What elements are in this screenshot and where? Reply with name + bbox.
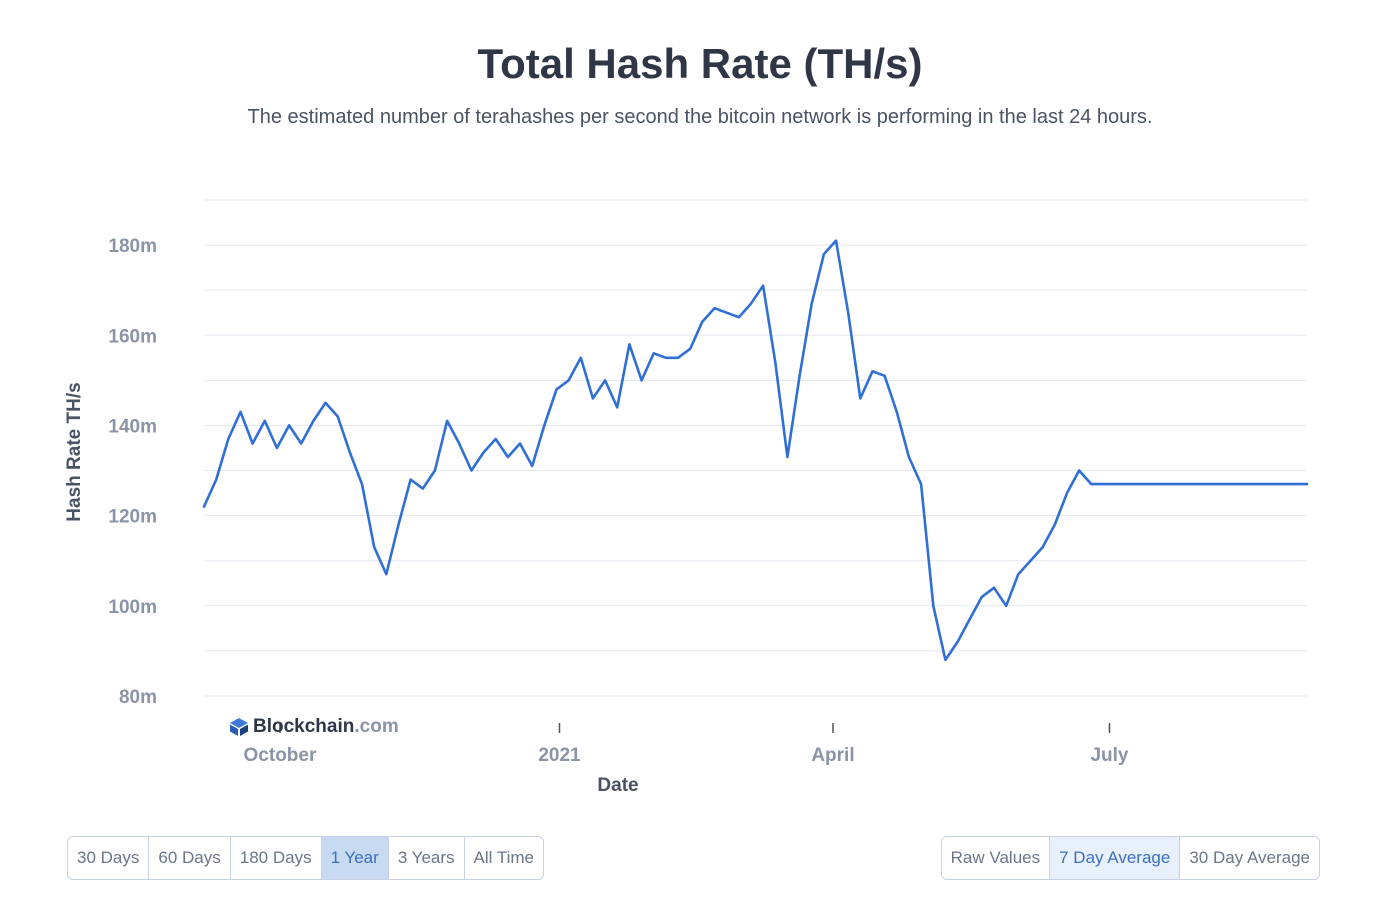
- x-tick-label: July: [1090, 745, 1128, 766]
- y-axis-ticks: 80m 100m 120m 140m 160m 180m: [108, 236, 157, 708]
- time-range-selector: 30 Days 60 Days 180 Days 1 Year 3 Years …: [67, 836, 545, 880]
- blockchain-watermark: Blockchain .com: [229, 716, 399, 738]
- range-3-years-button[interactable]: 3 Years: [389, 837, 465, 879]
- 7-day-average-button[interactable]: 7 Day Average: [1050, 837, 1181, 879]
- y-tick-label: 180m: [108, 236, 157, 257]
- range-1-year-button[interactable]: 1 Year: [321, 837, 389, 879]
- x-axis-label: Date: [597, 775, 638, 796]
- range-30-days-button[interactable]: 30 Days: [68, 837, 150, 879]
- watermark-brand: Blockchain: [253, 716, 355, 737]
- x-tick-label: April: [811, 745, 854, 766]
- range-all-time-button[interactable]: All Time: [473, 848, 535, 867]
- range-180-days-button[interactable]: 180 Days: [231, 837, 322, 879]
- y-tick-label: 80m: [119, 687, 157, 708]
- y-tick-label: 100m: [108, 597, 157, 618]
- blockchain-logo-icon: [230, 718, 248, 736]
- x-tick-label: October: [244, 745, 317, 766]
- y-tick-label: 160m: [108, 326, 157, 347]
- raw-values-button[interactable]: Raw Values: [942, 837, 1051, 879]
- y-tick-label: 120m: [108, 507, 157, 528]
- hash-rate-chart: 80m 100m 120m 140m 160m 180m October 2021 April…: [64, 199, 1309, 796]
- 30-day-average-button[interactable]: 30 Day Average: [1189, 848, 1310, 867]
- x-axis-ticks: October 2021 April July: [244, 723, 1129, 766]
- grid-lines: [204, 199, 1307, 697]
- series-line-hash-rate: [202, 239, 1309, 662]
- watermark-suffix: .com: [354, 716, 399, 737]
- y-tick-label: 140m: [108, 416, 157, 437]
- y-axis-label: Hash Rate TH/s: [64, 382, 85, 521]
- x-tick-label: 2021: [538, 745, 581, 766]
- averaging-mode-selector: Raw Values 7 Day Average 30 Day Average: [940, 836, 1320, 880]
- range-60-days-button[interactable]: 60 Days: [149, 837, 231, 879]
- chart-title: Total Hash Rate (TH/s): [477, 40, 923, 87]
- chart-subtitle: The estimated number of terahashes per s…: [247, 106, 1153, 128]
